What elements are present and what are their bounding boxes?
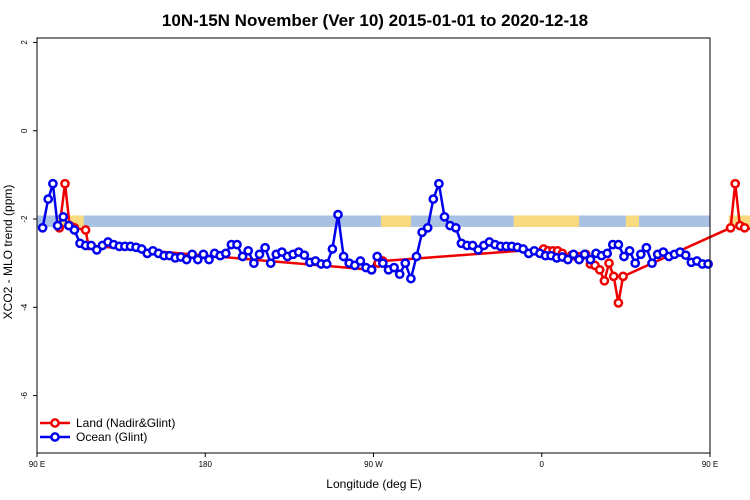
data-point-ocean: [338, 251, 349, 262]
data-point-ocean: [204, 254, 214, 265]
data-point-ocean: [48, 178, 58, 189]
data-point-land: [725, 222, 736, 233]
data-point-ocean: [52, 220, 63, 231]
data-point-ocean: [579, 249, 590, 260]
land-band-segment: [513, 215, 580, 227]
data-point-ocean: [619, 251, 629, 262]
data-point-land: [730, 178, 741, 189]
data-point-ocean: [265, 258, 276, 269]
data-point-ocean: [680, 250, 691, 261]
data-point-land: [599, 275, 610, 286]
land-ocean-band: [37, 215, 750, 227]
land-band-segment: [625, 215, 639, 227]
data-point-ocean: [181, 254, 192, 265]
data-point-ocean: [237, 251, 248, 262]
data-point-land: [60, 178, 70, 189]
data-point-ocean: [613, 239, 624, 250]
data-point-ocean: [333, 209, 343, 220]
data-point-land: [618, 271, 628, 282]
x-tick-label: 90 E: [29, 460, 45, 469]
y-axis-label: XCO2 - MLO trend (ppm): [1, 185, 15, 320]
data-point-ocean: [254, 249, 265, 260]
x-axis: 90 E 180 90 W 0 90 E: [29, 453, 718, 469]
data-point-ocean: [434, 178, 444, 189]
data-point-ocean: [568, 249, 579, 260]
data-point-ocean: [355, 256, 366, 266]
legend-marker-ocean: [50, 432, 60, 442]
data-point-ocean: [400, 258, 411, 269]
x-tick-label: 180: [199, 460, 213, 469]
data-point-land: [608, 271, 619, 282]
data-point-ocean: [574, 254, 584, 265]
data-point-ocean: [703, 259, 713, 269]
x-tick-label: 90 E: [702, 460, 718, 469]
y-tick-label: -6: [20, 392, 29, 400]
data-point-ocean: [243, 245, 254, 256]
data-point-land: [604, 258, 614, 269]
data-point-ocean: [37, 222, 48, 233]
chart-title: 10N-15N November (Ver 10) 2015-01-01 to …: [162, 11, 588, 30]
data-point-ocean: [406, 273, 416, 284]
land-band-segment: [380, 215, 411, 227]
y-tick-label: 0: [20, 128, 29, 133]
x-tick-label: 0: [540, 460, 545, 469]
legend-marker-land: [50, 418, 60, 428]
data-point-ocean: [635, 249, 646, 260]
data-point-ocean: [321, 259, 332, 269]
data-point-ocean: [602, 248, 613, 259]
data-point-ocean: [220, 248, 231, 259]
legend-label-land: Land (Nadir&Glint): [76, 416, 175, 430]
data-point-ocean: [327, 244, 338, 254]
legend: Land (Nadir&Glint) Ocean (Glint): [40, 416, 175, 444]
data-point-ocean: [630, 258, 641, 269]
data-point-ocean: [69, 225, 80, 235]
data-point-ocean: [624, 245, 635, 256]
data-point-land: [739, 222, 750, 233]
y-tick-label: 2: [20, 40, 29, 45]
y-tick-label: -2: [20, 215, 29, 223]
data-point-ocean: [249, 258, 259, 269]
data-point-ocean: [198, 249, 209, 260]
data-point-ocean: [377, 258, 388, 269]
data-point-ocean: [372, 251, 383, 262]
data-point-ocean: [411, 251, 422, 262]
legend-label-ocean: Ocean (Glint): [76, 430, 147, 444]
x-axis-label: Longitude (deg E): [326, 477, 421, 491]
data-point-ocean: [58, 211, 69, 222]
data-point-ocean: [439, 211, 450, 222]
data-point-land: [80, 225, 91, 235]
data-point-ocean: [422, 222, 433, 233]
x-tick-label: 90 W: [364, 460, 383, 469]
data-point-land: [594, 264, 605, 275]
y-axis: 2 0 -2 -4 -6: [20, 40, 37, 400]
data-point-ocean: [232, 239, 242, 250]
series-layer: [37, 178, 750, 308]
ocean-band: [37, 215, 710, 227]
data-point-ocean: [299, 250, 310, 261]
data-point-ocean: [450, 222, 461, 233]
data-point-ocean: [563, 254, 573, 265]
y-tick-label: -4: [20, 303, 29, 311]
data-point-ocean: [366, 264, 377, 275]
data-point-ocean: [260, 242, 270, 253]
data-point-ocean: [192, 254, 203, 265]
data-point-ocean: [394, 269, 405, 280]
data-point-ocean: [585, 254, 596, 265]
data-point-ocean: [389, 262, 399, 273]
data-point-ocean: [428, 194, 439, 204]
data-point-ocean: [187, 249, 198, 260]
data-point-ocean: [43, 194, 54, 204]
data-point-ocean: [641, 242, 652, 253]
data-point-ocean: [647, 258, 657, 269]
data-point-land: [613, 298, 624, 308]
